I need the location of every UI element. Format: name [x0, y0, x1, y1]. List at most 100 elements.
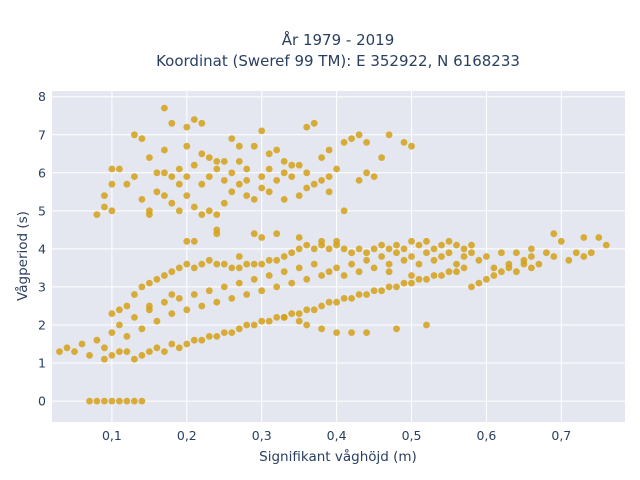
data-point: [295, 317, 303, 325]
x-axis-title: Signifikant våghöjd (m): [259, 448, 417, 465]
data-point: [258, 234, 266, 241]
y-tick-label: 7: [38, 127, 46, 142]
data-point: [348, 295, 355, 302]
data-point: [295, 161, 303, 169]
data-point: [280, 169, 288, 177]
data-point: [408, 272, 415, 279]
data-point: [303, 169, 311, 177]
data-point: [153, 317, 161, 325]
data-point: [183, 340, 191, 348]
data-point: [355, 291, 363, 298]
data-point: [183, 142, 191, 150]
data-point: [161, 104, 168, 112]
data-point: [93, 336, 101, 344]
data-point: [86, 352, 93, 359]
data-point: [378, 253, 385, 260]
data-point: [153, 275, 161, 283]
data-point: [318, 154, 325, 162]
data-point: [318, 237, 325, 245]
data-point: [213, 333, 221, 340]
data-point: [235, 180, 243, 188]
data-point: [310, 119, 318, 127]
data-point: [116, 397, 123, 405]
x-axis-ticks: 0,1 0,2 0,3 0,4 0,5 0,6 0,7: [102, 428, 571, 443]
data-point: [228, 135, 236, 143]
data-point: [228, 264, 236, 272]
data-point: [280, 268, 288, 276]
data-point: [408, 237, 415, 245]
data-point: [108, 207, 116, 215]
data-point: [161, 192, 168, 200]
data-point: [423, 275, 430, 283]
data-point: [355, 245, 363, 253]
data-point: [101, 192, 108, 200]
data-point: [175, 344, 183, 352]
data-point: [123, 302, 131, 310]
data-point: [273, 314, 281, 321]
data-point: [175, 295, 183, 302]
data-point: [445, 237, 453, 245]
data-point: [303, 275, 311, 283]
data-point: [131, 355, 138, 363]
data-point: [250, 260, 258, 268]
data-point: [273, 146, 281, 154]
data-point: [348, 135, 355, 143]
data-point: [490, 272, 498, 279]
data-point: [528, 264, 535, 272]
data-point: [101, 397, 108, 405]
data-point: [108, 180, 116, 188]
data-point: [235, 264, 243, 272]
data-point: [587, 249, 595, 257]
data-point: [460, 245, 468, 253]
data-point: [393, 241, 400, 249]
data-point: [265, 188, 273, 196]
data-point: [415, 241, 423, 249]
x-tick-label: 0,2: [177, 428, 197, 443]
data-point: [265, 165, 273, 173]
data-point: [108, 352, 116, 359]
data-point: [280, 253, 288, 260]
data-point: [243, 192, 251, 200]
data-point: [273, 230, 281, 238]
data-point: [183, 237, 191, 245]
data-point: [438, 272, 445, 279]
data-point: [363, 256, 370, 264]
data-point: [138, 135, 146, 143]
data-point: [228, 329, 236, 336]
data-point: [198, 302, 206, 310]
data-point: [116, 348, 123, 355]
data-point: [303, 306, 311, 314]
data-point: [175, 180, 183, 188]
data-point: [378, 287, 385, 295]
x-tick-label: 0,4: [327, 428, 347, 443]
x-tick-label: 0,6: [476, 428, 496, 443]
y-tick-label: 8: [38, 89, 46, 104]
data-point: [123, 180, 131, 188]
data-point: [423, 237, 430, 245]
data-point: [475, 279, 483, 287]
data-point: [340, 207, 348, 215]
data-point: [333, 237, 340, 245]
data-point: [408, 253, 415, 260]
data-point: [213, 165, 221, 173]
data-point: [250, 230, 258, 238]
data-point: [213, 260, 221, 268]
data-point: [318, 325, 325, 333]
data-point: [190, 336, 198, 344]
data-point: [445, 268, 453, 276]
data-point: [415, 260, 423, 268]
data-point: [393, 249, 400, 257]
chart-title-line-2: Koordinat (Sweref 99 TM): E 352922, N 61…: [156, 52, 520, 70]
data-point: [528, 253, 535, 260]
data-point: [265, 150, 273, 158]
data-point: [580, 234, 588, 241]
data-point: [78, 340, 86, 348]
data-point: [325, 173, 333, 181]
data-point: [295, 264, 303, 272]
data-point: [198, 180, 206, 188]
data-point: [483, 275, 490, 283]
data-point: [265, 317, 273, 325]
y-tick-label: 0: [38, 394, 46, 409]
data-point: [153, 344, 161, 352]
data-point: [190, 291, 198, 298]
